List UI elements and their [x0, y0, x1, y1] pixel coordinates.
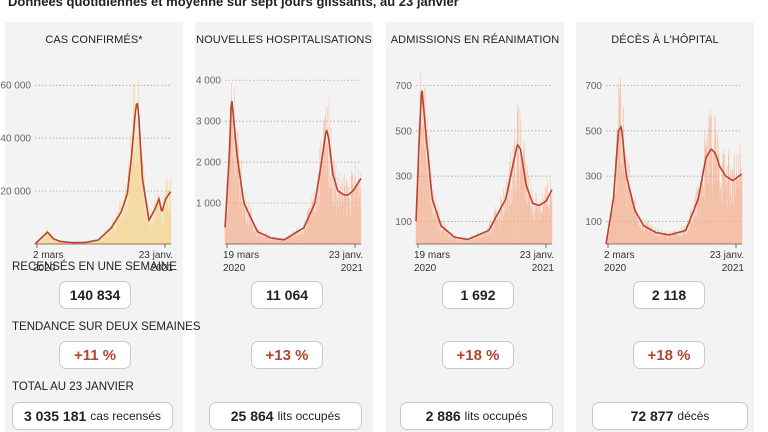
trend-number: +11 %: [73, 346, 117, 364]
x-tick-year-end: 2021: [532, 263, 555, 274]
y-tick-label: 300: [585, 172, 602, 183]
panel-reanimation: ADMISSIONS EN RÉANIMATION 100 300 500 700 19…: [386, 22, 564, 432]
x-tick-year-start: 2020: [33, 263, 56, 274]
panel-hospitalisations: NOUVELLES HOSPITALISATIONS 1 000 2 000 3 0…: [195, 22, 373, 432]
x-tick-year-start: 2020: [223, 263, 246, 274]
weekly-value-reanimation: 1 692: [442, 281, 514, 309]
panel-title: NOUVELLES HOSPITALISATIONS: [196, 34, 372, 46]
trend-value-reanimation: +18 %: [442, 341, 514, 369]
weekly-number: 2 118: [651, 287, 687, 303]
panel-title: CAS CONFIRMÉS*: [45, 34, 143, 46]
total-unit: lits occupés: [277, 409, 341, 423]
y-tick-label: 100: [395, 217, 412, 228]
total-value-hospitalisations: 25 864 lits occupés: [209, 402, 362, 430]
weekly-number: 1 692: [460, 287, 496, 303]
y-tick-label: 700: [585, 81, 602, 92]
weekly-value-hospitalisations: 11 064: [251, 281, 323, 309]
chart-hospitalisations: 1 000 2 000 3 000 4 000 19 mars 2020 23 janv. 2…: [196, 76, 364, 274]
x-tick-label-end: 23 janv.: [520, 250, 554, 261]
total-unit: cas recensés: [90, 409, 161, 423]
average-line: [415, 90, 553, 241]
y-tick-label: 500: [585, 126, 602, 137]
total-value-deces: 72 877 décès: [592, 402, 748, 430]
chart-cases: 20 000 40 000 60 000 2 mars 2020 23 janv. 2021: [0, 76, 174, 274]
y-tick-label: 100: [585, 217, 602, 228]
total-number: 25 864: [230, 408, 274, 424]
x-tick-label-start: 2 mars: [604, 250, 635, 261]
average-line: [224, 101, 362, 241]
x-tick-year-start: 2020: [414, 263, 437, 274]
x-tick-label-start: 19 mars: [414, 250, 450, 261]
y-tick-label: 300: [395, 172, 412, 183]
x-tick-year-end: 2021: [722, 263, 745, 274]
x-tick-label-end: 23 janv.: [710, 250, 744, 261]
weekly-value-cases: 140 834: [59, 281, 131, 309]
y-tick-label: 60 000: [0, 81, 31, 92]
trend-number: +18 %: [456, 346, 500, 364]
panel-cases: CAS CONFIRMÉS* 20 000 40 000 60 000 2 mars 2…: [0, 22, 183, 432]
x-tick-year-start: 2020: [604, 263, 627, 274]
panel-title: DÉCÈS À L'HÔPITAL: [611, 34, 719, 46]
y-tick-label: 2 000: [196, 158, 221, 169]
row-label-total: TOTAL AU 23 JANVIER: [12, 381, 134, 393]
y-tick-label: 500: [395, 126, 412, 137]
average-line: [605, 125, 743, 245]
trend-value-deces: +18 %: [633, 341, 705, 369]
average-line: [34, 102, 172, 245]
x-tick-label-start: 2 mars: [33, 250, 64, 261]
row-label-trend: TENDANCE SUR DEUX SEMAINES: [12, 321, 201, 333]
trend-value-hospitalisations: +13 %: [251, 341, 323, 369]
y-tick-label: 40 000: [0, 134, 31, 145]
chart-deces: 100 300 500 700 2 mars 2020 23 janv. 2021: [585, 76, 745, 274]
chart-reanimation: 100 300 500 700 19 mars 2020 23 janv. 2021: [395, 72, 555, 274]
x-tick-label-end: 23 janv.: [329, 250, 363, 261]
x-tick-label-start: 19 mars: [223, 250, 259, 261]
total-number: 3 035 181: [24, 408, 87, 424]
panel-deces: DÉCÈS À L'HÔPITAL 100 300 500 700 2 mars 2020…: [576, 22, 754, 432]
total-unit: décès: [677, 409, 710, 423]
x-tick-year-end: 2021: [341, 263, 364, 274]
weekly-number: 140 834: [69, 287, 121, 303]
x-tick-label-end: 23 janv.: [139, 250, 173, 261]
trend-number: +18 %: [647, 346, 691, 364]
weekly-value-deces: 2 118: [633, 281, 705, 309]
total-value-cases: 3 035 181 cas recensés: [12, 402, 173, 430]
y-tick-label: 700: [395, 81, 412, 92]
trend-value-cases: +11 %: [59, 341, 131, 369]
y-tick-label: 20 000: [0, 187, 31, 198]
total-number: 2 886: [425, 408, 461, 424]
total-value-reanimation: 2 886 lits occupés: [400, 402, 553, 430]
x-tick-year-end: 2021: [151, 263, 174, 274]
y-tick-label: 4 000: [196, 76, 221, 87]
chart-subtitle: Données quotidiennes et moyenne sur sept…: [8, 0, 459, 9]
total-number: 72 877: [630, 408, 674, 424]
row-label-weekly: RECENSÉS EN UNE SEMAINE: [12, 261, 177, 273]
panel-title: ADMISSIONS EN RÉANIMATION: [390, 34, 560, 46]
y-tick-label: 3 000: [196, 117, 221, 128]
total-unit: lits occupés: [464, 409, 528, 423]
trend-number: +13 %: [265, 346, 309, 364]
weekly-number: 11 064: [265, 287, 309, 303]
y-tick-label: 1 000: [196, 199, 221, 210]
